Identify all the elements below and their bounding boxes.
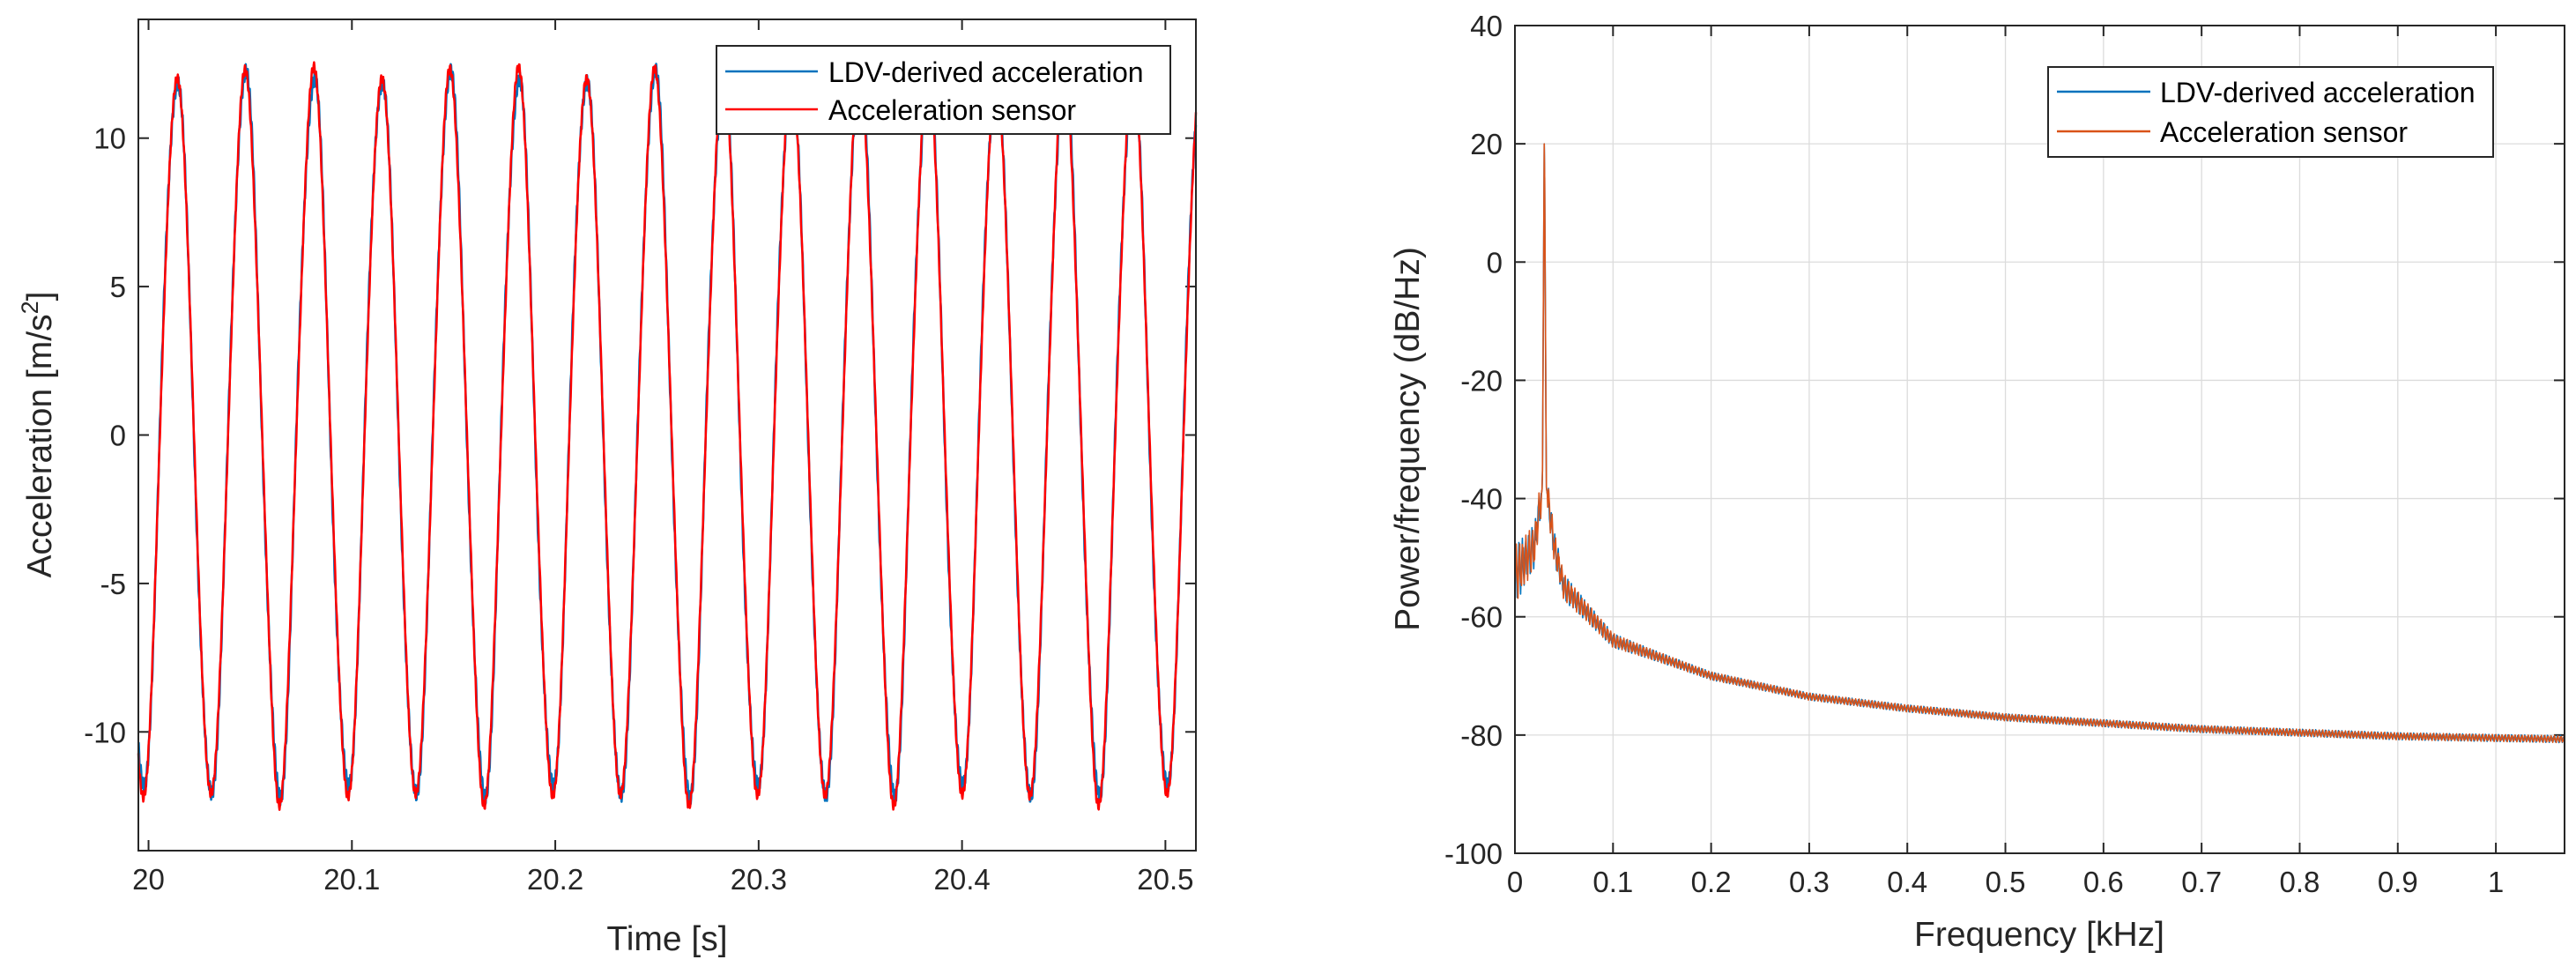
psd-chart-legend-box	[2047, 66, 2494, 158]
legend-label-acceleration-sensor: Acceleration sensor	[2160, 116, 2408, 148]
y-tick-label: 5	[110, 271, 126, 303]
time-chart-x-ticks: 20 20.1 20.2 20.3 20.4 20.5	[132, 19, 1194, 896]
time-chart-legend: LDV-derived acceleration Acceleration se…	[716, 45, 1171, 135]
psd-chart-legend: LDV-derived acceleration Acceleration se…	[2047, 66, 2494, 158]
x-tick-label: 0.3	[1789, 866, 1830, 898]
x-tick-label: 20.4	[933, 863, 990, 896]
x-tick-label: 20	[132, 863, 165, 896]
time-chart-y-ticks: -10 -5 0 5 10	[84, 123, 1196, 748]
x-tick-label: 20.3	[731, 863, 787, 896]
legend-label-ldv-derived-acceleration: LDV-derived acceleration	[2160, 77, 2476, 108]
x-tick-label: 0.6	[2083, 866, 2124, 898]
y-tick-label: 20	[1470, 128, 1503, 160]
time-chart-legend-box	[716, 45, 1171, 135]
psd-chart-x-ticks: 0 0.1 0.2 0.3 0.4 0.5 0.6 0.7 0.8 0.9 1	[1507, 26, 2504, 898]
time-chart-x-label: Time [s]	[606, 920, 727, 958]
y-tick-label: -80	[1460, 719, 1503, 752]
psd-chart-x-label: Frequency [kHz]	[1914, 916, 2164, 954]
psd-chart-series-lines	[1514, 143, 2565, 744]
time-chart-y-label-main: Acceleration [m/s	[21, 314, 59, 577]
y-tick-label: -20	[1460, 364, 1503, 397]
x-tick-label: 0	[1507, 866, 1523, 898]
x-tick-label: 0.4	[1887, 866, 1927, 898]
legend-label-ldv-derived-acceleration: LDV-derived acceleration	[828, 56, 1144, 88]
x-tick-label: 20.1	[323, 863, 380, 896]
psd-chart-grid	[1515, 26, 2565, 853]
y-tick-label: 10	[93, 123, 126, 155]
x-tick-label: 20.5	[1137, 863, 1193, 896]
x-tick-label: 0.1	[1592, 866, 1633, 898]
y-tick-label: -10	[84, 716, 126, 748]
x-tick-label: 1	[2488, 866, 2504, 898]
y-tick-label: 40	[1470, 10, 1503, 42]
x-tick-label: 20.2	[527, 863, 583, 896]
y-tick-label: -100	[1444, 837, 1503, 870]
time-chart: -10 -5 0 5 10 20 20.1 20.2 20.3 20.4 20.5 Time [s…	[17, 19, 1198, 958]
time-chart-series-lines	[137, 61, 1198, 811]
x-tick-label: 0.7	[2181, 866, 2222, 898]
y-tick-label: -40	[1460, 483, 1503, 516]
time-chart-axes-box	[137, 19, 1197, 852]
legend-label-acceleration-sensor: Acceleration sensor	[828, 94, 1076, 126]
y-tick-label: 0	[110, 420, 126, 452]
x-tick-label: 0.5	[1986, 866, 2026, 898]
psd-chart-axes-box	[1514, 25, 2565, 854]
time-chart-y-label-superscript: 2	[17, 301, 43, 314]
time-chart-y-label-suffix: ]	[21, 292, 59, 301]
y-tick-label: -60	[1460, 601, 1503, 634]
x-tick-label: 0.8	[2280, 866, 2320, 898]
y-tick-label: 0	[1487, 246, 1503, 279]
series-line-acceleration-sensor	[137, 61, 1198, 811]
time-chart-plot-area	[138, 19, 1196, 851]
psd-chart-plot-area	[1515, 26, 2565, 853]
psd-chart-y-label: Power/frequency (dB/Hz)	[1389, 247, 1427, 631]
x-tick-label: 0.9	[2378, 866, 2418, 898]
psd-chart: -100 -80 -60 -40 -20 0 20 40 0 0.1 0.2 0.3 0.4 0.5 0.…	[1389, 10, 2565, 954]
time-chart-y-label: Acceleration [m/s2]	[17, 292, 59, 578]
series-line-acceleration-sensor	[1514, 143, 2565, 744]
y-tick-label: -5	[100, 568, 126, 600]
x-tick-label: 0.2	[1691, 866, 1732, 898]
